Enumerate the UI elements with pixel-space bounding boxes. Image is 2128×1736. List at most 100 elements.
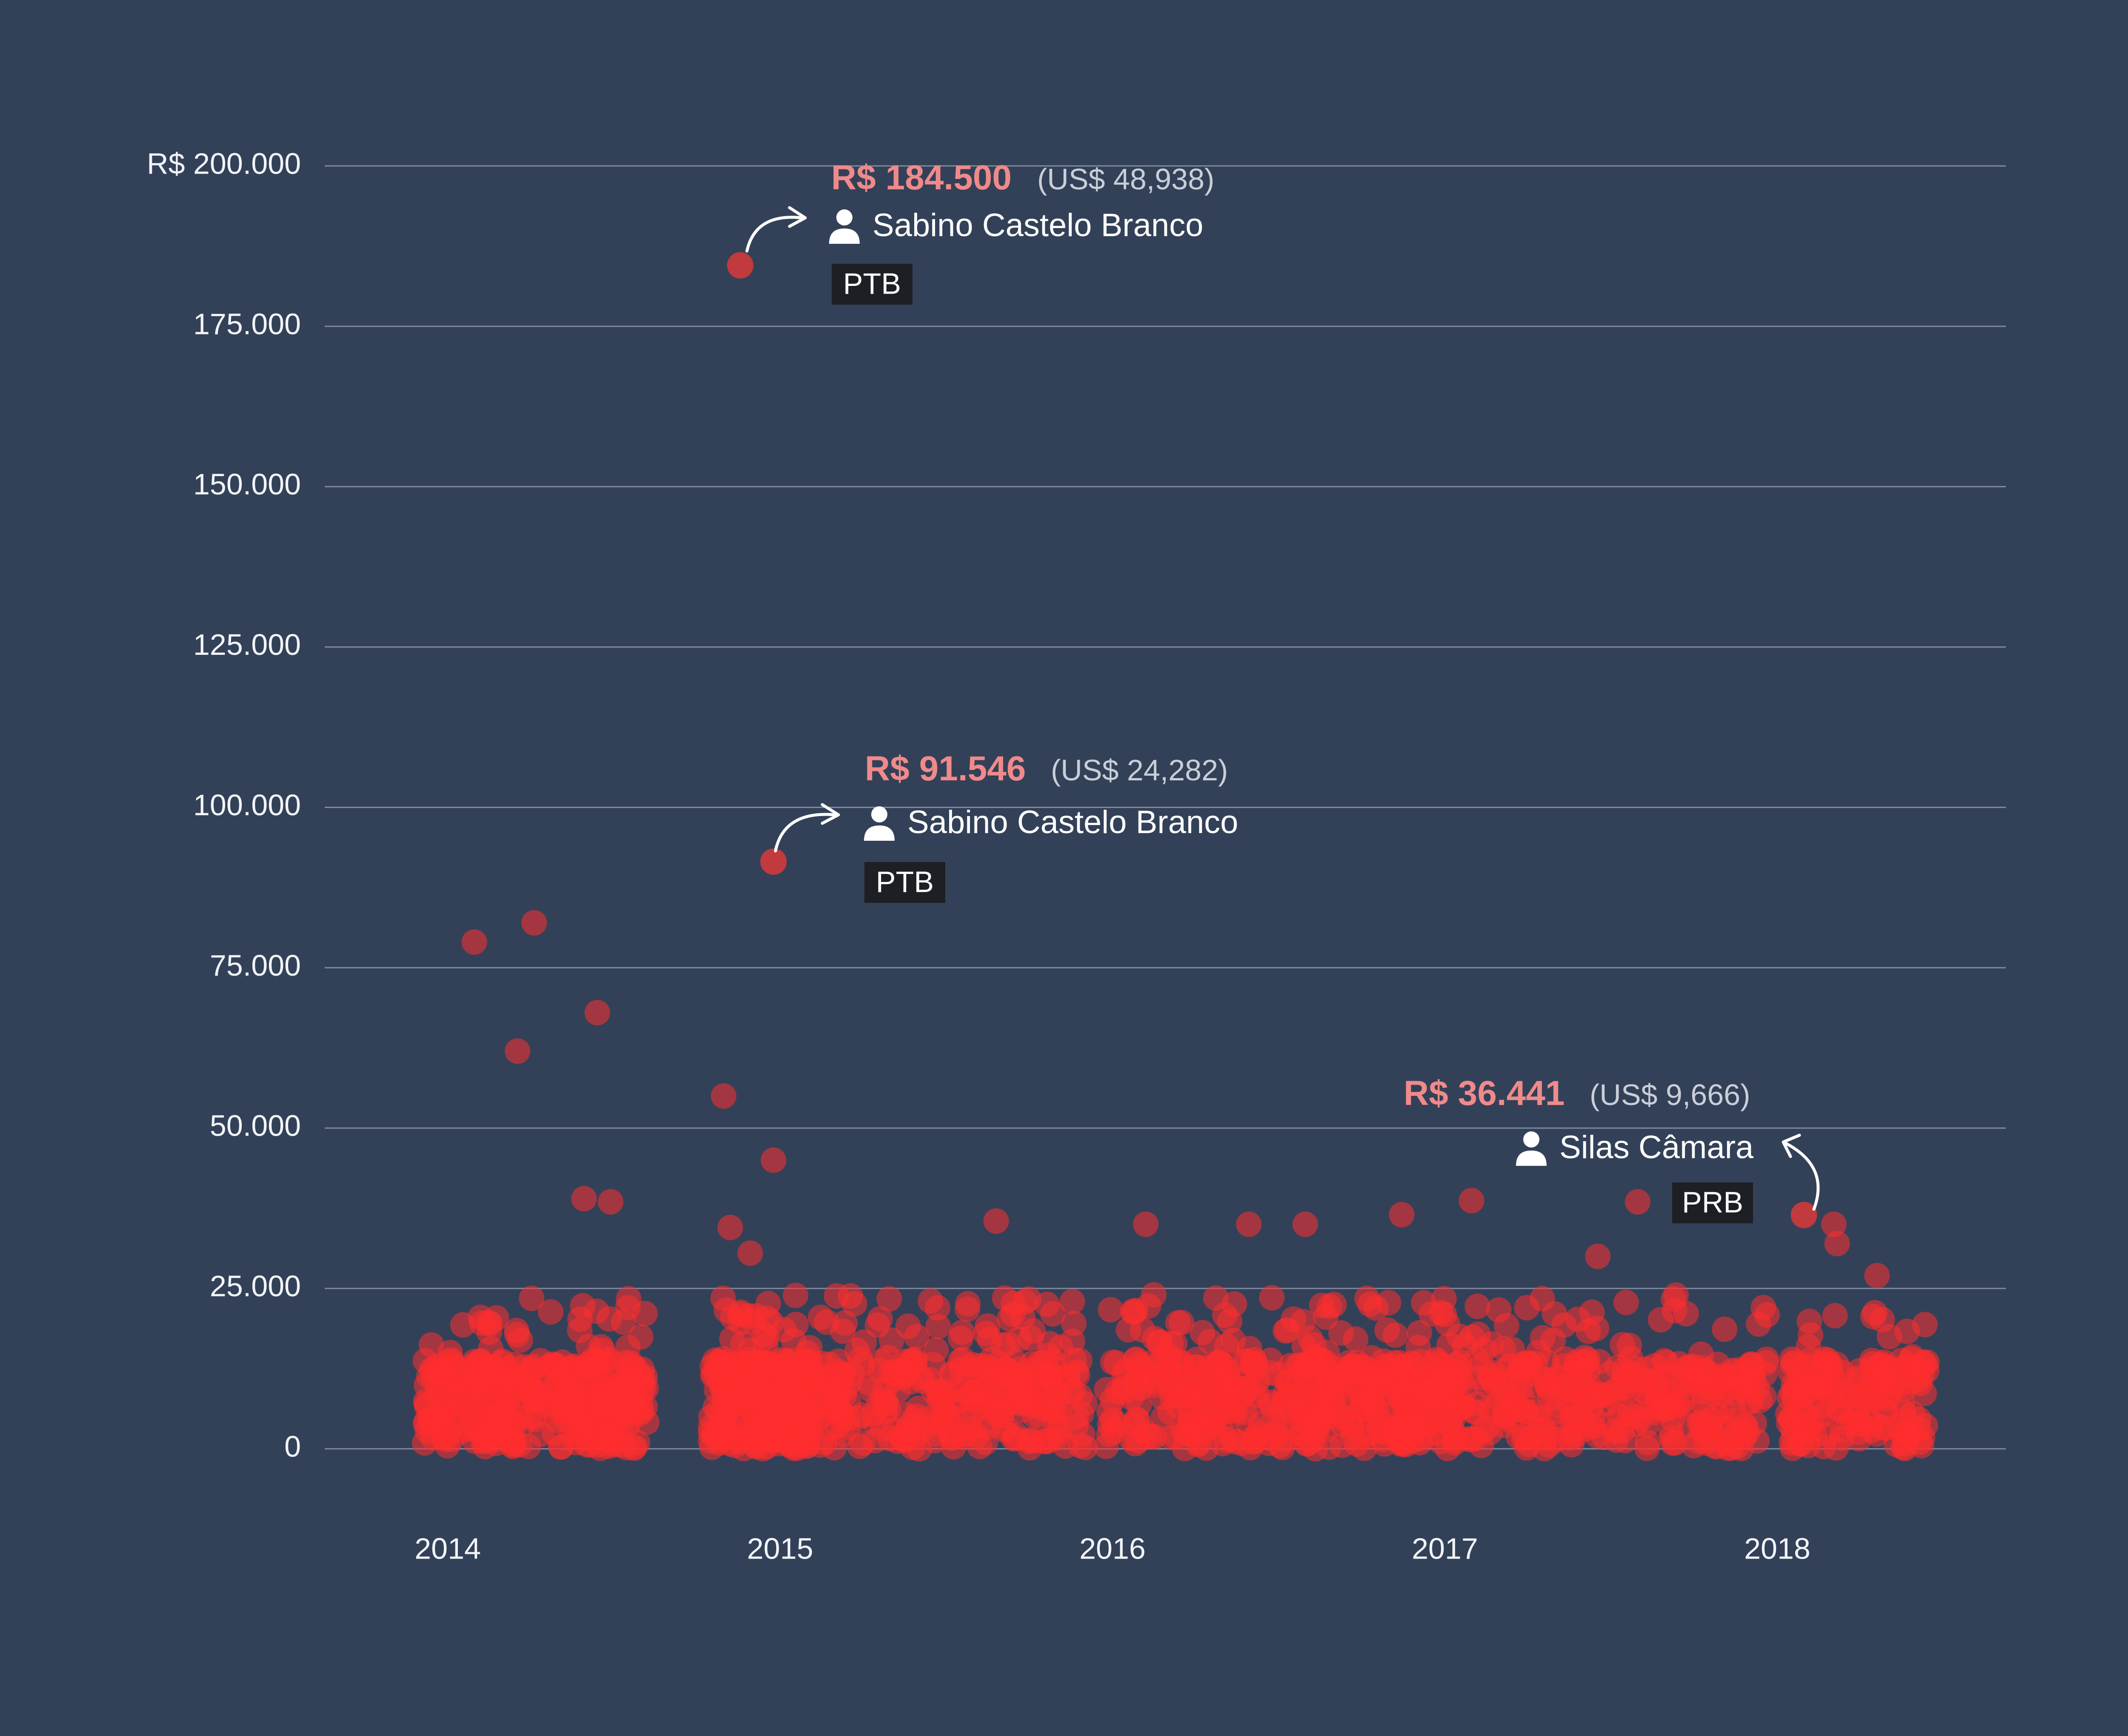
data-point (1471, 1337, 1497, 1363)
data-point (1136, 1293, 1161, 1319)
data-point (876, 1286, 902, 1312)
data-point (878, 1327, 904, 1353)
annotation-name: Silas Câmara (1559, 1129, 1754, 1165)
y-axis: 0 25.000 50.000 75.000 100.000 125.000 150.000… (147, 147, 301, 1463)
data-point (748, 1426, 774, 1452)
data-point (925, 1313, 951, 1339)
data-point (711, 1083, 737, 1109)
annotation-usd: (US$ 48,938) (1037, 163, 1214, 196)
data-point (1156, 1344, 1182, 1370)
data-point (1130, 1317, 1156, 1343)
data-point (1359, 1390, 1385, 1416)
data-point (783, 1282, 809, 1308)
data-point (873, 1390, 899, 1416)
data-point (951, 1424, 977, 1450)
data-point (1600, 1410, 1626, 1436)
data-point (938, 1361, 964, 1387)
data-point (1659, 1430, 1685, 1456)
data-point (835, 1414, 861, 1440)
data-point (1703, 1401, 1729, 1427)
data-point (735, 1351, 761, 1376)
highlighted-point (760, 848, 787, 875)
data-point (1168, 1371, 1194, 1397)
data-point (728, 1299, 754, 1325)
data-point (1724, 1433, 1750, 1459)
data-point (710, 1351, 736, 1377)
data-point (1118, 1385, 1144, 1410)
data-point (1914, 1349, 1940, 1375)
data-point (1824, 1352, 1850, 1378)
data-point (955, 1291, 981, 1317)
data-point (929, 1388, 955, 1414)
data-point (538, 1299, 563, 1325)
data-point (1100, 1349, 1126, 1375)
data-point (1778, 1405, 1804, 1431)
data-point (1864, 1262, 1890, 1288)
x-tick-label: 2016 (1079, 1532, 1146, 1565)
data-point (465, 1359, 491, 1385)
data-point (1725, 1357, 1751, 1383)
data-point (1217, 1308, 1243, 1334)
data-point (571, 1186, 597, 1212)
data-point (615, 1334, 641, 1360)
data-point (912, 1415, 938, 1441)
data-point (1099, 1407, 1125, 1433)
data-point (418, 1332, 444, 1358)
party-badge (832, 264, 912, 305)
data-point (1292, 1211, 1318, 1237)
data-point (1406, 1320, 1432, 1346)
data-point (1679, 1369, 1705, 1395)
data-point (472, 1428, 498, 1454)
data-point (1557, 1425, 1583, 1451)
y-tick-label: 125.000 (193, 628, 301, 661)
data-point (1653, 1361, 1679, 1387)
x-tick-label: 2017 (1412, 1532, 1478, 1565)
data-point (1388, 1423, 1414, 1449)
data-point (1289, 1422, 1315, 1448)
data-point (809, 1351, 835, 1376)
data-point (1290, 1309, 1316, 1335)
data-point (1617, 1395, 1643, 1421)
y-tick-label: 100.000 (193, 788, 301, 822)
data-point (1218, 1399, 1244, 1425)
y-tick-label: 50.000 (210, 1109, 301, 1142)
party-label: PRB (1682, 1185, 1743, 1219)
data-point (1382, 1322, 1408, 1348)
data-point (499, 1432, 525, 1458)
data-point (1441, 1371, 1467, 1397)
x-tick-label: 2018 (1744, 1532, 1811, 1565)
data-point (900, 1434, 926, 1460)
data-point (710, 1285, 736, 1311)
callout-arrow (1782, 1141, 1820, 1211)
data-point (1291, 1333, 1317, 1359)
annotation-usd: (US$ 9,666) (1590, 1078, 1750, 1111)
data-point (1284, 1353, 1310, 1379)
data-point (1459, 1188, 1484, 1213)
data-point (592, 1374, 618, 1400)
x-axis: 2014 2015 2016 2017 2018 (415, 1532, 1811, 1565)
person-icon (829, 209, 860, 244)
annotations: R$ 184.500 (US$ 48,938) Sabino Castelo Bra… (727, 158, 1820, 1228)
data-point (1864, 1421, 1890, 1447)
data-point (549, 1349, 575, 1375)
data-point (1829, 1425, 1855, 1451)
data-point (584, 999, 610, 1025)
data-point (461, 929, 487, 955)
callout-arrowhead (1782, 1134, 1801, 1158)
data-point (826, 1379, 852, 1405)
data-point (977, 1326, 1003, 1352)
data-point (717, 1214, 743, 1240)
data-point (1535, 1370, 1561, 1396)
data-point (1647, 1307, 1673, 1333)
person-icon (864, 806, 895, 841)
data-point (737, 1240, 763, 1266)
data-point (870, 1416, 895, 1442)
gridlines (325, 165, 2006, 1450)
data-point (1135, 1422, 1161, 1448)
data-point (1464, 1293, 1490, 1319)
data-point (830, 1318, 856, 1344)
data-point (1035, 1384, 1061, 1410)
data-point (458, 1402, 483, 1428)
data-point (1330, 1405, 1356, 1430)
data-point (1343, 1326, 1369, 1352)
